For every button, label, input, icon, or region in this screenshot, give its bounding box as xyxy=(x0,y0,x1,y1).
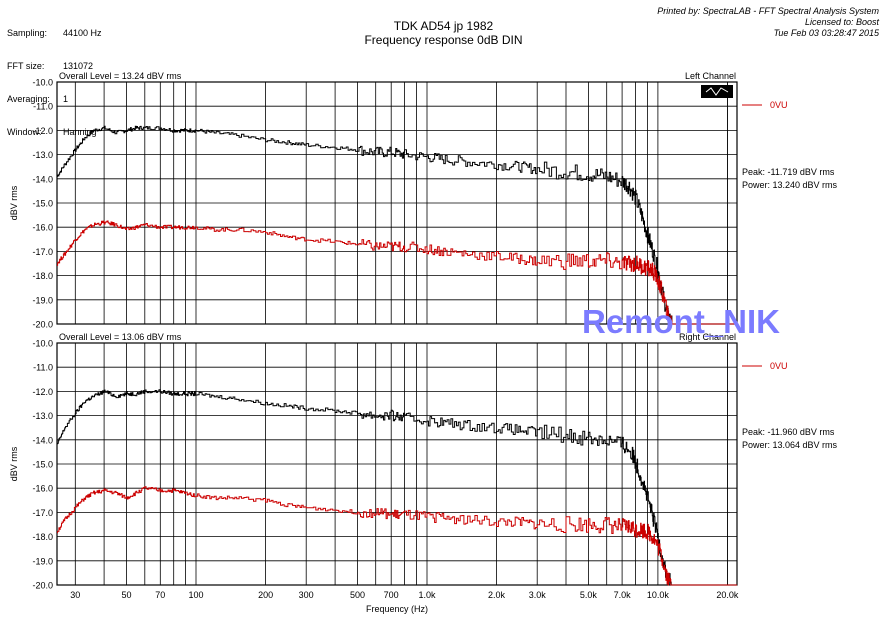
header-row-averaging: Averaging: 1 xyxy=(7,94,68,105)
header-row-window: Window: Hanning xyxy=(7,127,97,138)
printed-by: Printed by: SpectraLAB - FFT Spectral An… xyxy=(657,6,879,16)
y-tick-label: -18.0 xyxy=(32,271,53,281)
series-line-red xyxy=(57,220,737,325)
x-tick-label: 30 xyxy=(70,590,80,600)
overall-level-label: Overall Level = 13.24 dBV rms xyxy=(59,71,182,81)
legend-label: 0VU xyxy=(770,100,788,110)
header-row-sampling: Sampling: 44100 Hz xyxy=(7,28,102,39)
y-tick-label: -20.0 xyxy=(32,320,53,330)
header-label: Window: xyxy=(7,127,42,137)
y-tick-label: -11.0 xyxy=(33,363,53,373)
x-tick-label: 300 xyxy=(299,590,314,600)
y-tick-label: -17.0 xyxy=(32,508,53,518)
series-line-red xyxy=(57,486,737,586)
x-tick-label: 1.0k xyxy=(418,590,436,600)
chart-title-line1: TDK AD54 jp 1982 xyxy=(393,19,494,33)
y-tick-label: -18.0 xyxy=(32,532,53,542)
header-label: Sampling: xyxy=(7,28,48,38)
power-readout-left: Power: 13.240 dBV rms xyxy=(742,180,838,190)
legend-label: 0VU xyxy=(770,361,788,371)
watermark: Remont_NIK xyxy=(582,303,781,340)
x-tick-label: 200 xyxy=(258,590,273,600)
x-tick-label: 50 xyxy=(121,590,131,600)
header-label: FFT size: xyxy=(7,61,45,71)
header-info-right: Printed by: SpectraLAB - FFT Spectral An… xyxy=(657,6,879,39)
header-value: 131072 xyxy=(63,61,94,71)
x-axis-label: Frequency (Hz) xyxy=(366,604,428,614)
x-tick-label: 20.0k xyxy=(716,590,739,600)
y-tick-label: -11.0 xyxy=(33,102,53,112)
signal-icon-wave xyxy=(705,87,729,96)
y-tick-label: -12.0 xyxy=(32,126,53,136)
overall-level-label: Overall Level = 13.06 dBV rms xyxy=(59,332,182,342)
y-axis-label: dBV rms xyxy=(9,185,19,220)
y-tick-label: -15.0 xyxy=(32,460,53,470)
header-value: Hanning xyxy=(63,127,97,137)
y-tick-label: -10.0 xyxy=(32,339,53,349)
x-tick-label: 5.0k xyxy=(580,590,598,600)
y-tick-label: -15.0 xyxy=(32,199,53,209)
header-value: 44100 Hz xyxy=(63,28,102,38)
peak-readout-left: Peak: -11.719 dBV rms xyxy=(742,167,835,177)
plot-frame xyxy=(56,342,738,586)
y-tick-label: -19.0 xyxy=(32,556,53,566)
y-tick-label: -14.0 xyxy=(32,174,53,184)
y-tick-label: -12.0 xyxy=(32,387,53,397)
series-line-black xyxy=(57,125,737,325)
y-tick-label: -13.0 xyxy=(32,411,53,421)
y-tick-label: -10.0 xyxy=(32,78,53,88)
header-row-fft: FFT size: 131072 xyxy=(7,61,93,72)
power-readout-right: Power: 13.064 dBV rms xyxy=(742,440,838,450)
header-info-left: Sampling: 44100 Hz FFT size: 131072 Averag… xyxy=(7,6,102,149)
plot-frame xyxy=(56,81,738,325)
channel-label: Left Channel xyxy=(685,71,736,81)
licensed-to: Licensed to: Boost xyxy=(804,17,879,27)
chart-title-line2: Frequency response 0dB DIN xyxy=(364,33,523,47)
y-tick-label: -19.0 xyxy=(32,295,53,305)
y-tick-label: -14.0 xyxy=(32,435,53,445)
x-tick-label: 2.0k xyxy=(488,590,506,600)
x-tick-label: 3.0k xyxy=(529,590,547,600)
y-tick-label: -17.0 xyxy=(32,247,53,257)
y-tick-label: -13.0 xyxy=(32,150,53,160)
y-tick-label: -16.0 xyxy=(32,223,53,233)
y-axis-label: dBV rms xyxy=(9,446,19,481)
channel-label: Right Channel xyxy=(679,332,736,342)
header-label: Averaging: xyxy=(7,94,50,104)
x-tick-label: 700 xyxy=(384,590,399,600)
signal-icon xyxy=(701,85,733,98)
chart-title: TDK AD54 jp 1982 Frequency response 0dB … xyxy=(0,19,887,47)
header-value: 1 xyxy=(63,94,69,104)
print-date: Tue Feb 03 03:28:47 2015 xyxy=(773,28,879,38)
x-tick-label: 500 xyxy=(350,590,365,600)
y-tick-label: -20.0 xyxy=(32,581,53,591)
x-tick-label: 100 xyxy=(188,590,203,600)
x-tick-label: 7.0k xyxy=(614,590,632,600)
x-tick-label: 10.0k xyxy=(647,590,670,600)
x-tick-label: 70 xyxy=(155,590,165,600)
series-line-black xyxy=(57,389,737,586)
y-tick-label: -16.0 xyxy=(32,484,53,494)
peak-readout-right: Peak: -11.960 dBV rms xyxy=(742,427,835,437)
